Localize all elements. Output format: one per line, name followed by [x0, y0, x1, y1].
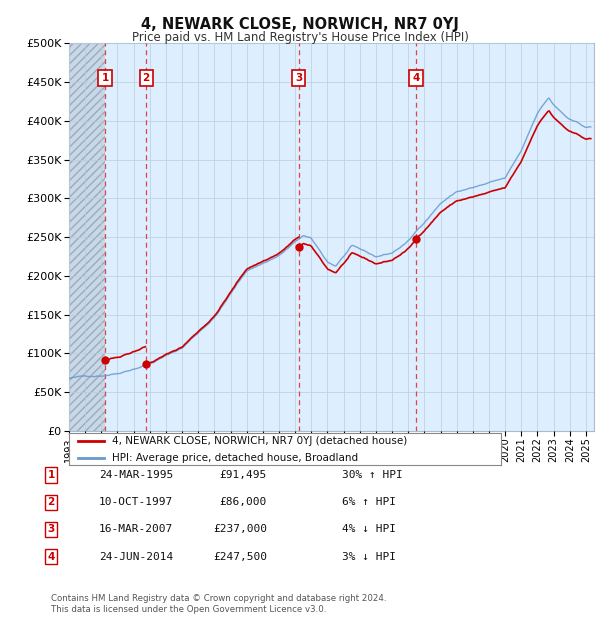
- Text: 4, NEWARK CLOSE, NORWICH, NR7 0YJ (detached house): 4, NEWARK CLOSE, NORWICH, NR7 0YJ (detac…: [112, 436, 407, 446]
- Text: 3: 3: [295, 73, 302, 83]
- Bar: [105, 43, 594, 431]
- Text: £91,495: £91,495: [220, 470, 267, 480]
- Text: Contains HM Land Registry data © Crown copyright and database right 2024.
This d: Contains HM Land Registry data © Crown c…: [51, 595, 386, 614]
- Text: £86,000: £86,000: [220, 497, 267, 507]
- Text: 3: 3: [47, 525, 55, 534]
- Text: 16-MAR-2007: 16-MAR-2007: [99, 525, 173, 534]
- Text: 24-MAR-1995: 24-MAR-1995: [99, 470, 173, 480]
- Text: 4% ↓ HPI: 4% ↓ HPI: [342, 525, 396, 534]
- Text: 24-JUN-2014: 24-JUN-2014: [99, 552, 173, 562]
- Bar: [69, 43, 105, 431]
- Text: 2: 2: [143, 73, 150, 83]
- Text: 10-OCT-1997: 10-OCT-1997: [99, 497, 173, 507]
- Text: £237,000: £237,000: [213, 525, 267, 534]
- Text: 1: 1: [47, 470, 55, 480]
- Text: HPI: Average price, detached house, Broadland: HPI: Average price, detached house, Broa…: [112, 453, 358, 463]
- Text: 4: 4: [412, 73, 419, 83]
- Text: 6% ↑ HPI: 6% ↑ HPI: [342, 497, 396, 507]
- Text: 4, NEWARK CLOSE, NORWICH, NR7 0YJ: 4, NEWARK CLOSE, NORWICH, NR7 0YJ: [141, 17, 459, 32]
- Text: 30% ↑ HPI: 30% ↑ HPI: [342, 470, 403, 480]
- Text: £247,500: £247,500: [213, 552, 267, 562]
- Text: Price paid vs. HM Land Registry's House Price Index (HPI): Price paid vs. HM Land Registry's House …: [131, 31, 469, 44]
- Text: 2: 2: [47, 497, 55, 507]
- Text: 1: 1: [101, 73, 109, 83]
- Text: 3% ↓ HPI: 3% ↓ HPI: [342, 552, 396, 562]
- Text: 4: 4: [47, 552, 55, 562]
